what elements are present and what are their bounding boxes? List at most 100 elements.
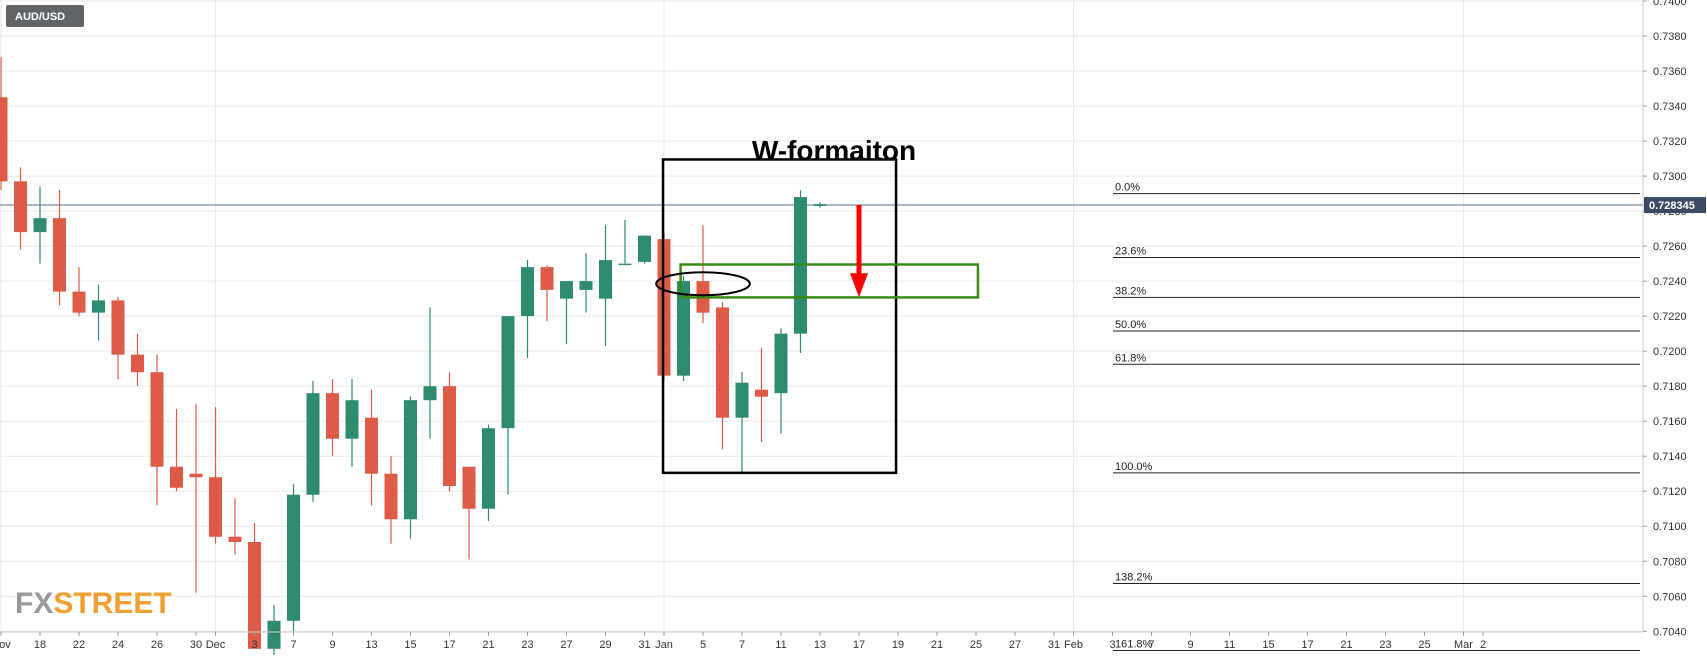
grid-lines: [0, 0, 1643, 632]
candle-body: [209, 477, 222, 537]
candle-body: [755, 389, 768, 397]
x-tick-label: 29: [599, 639, 611, 651]
time-axis[interactable]: Nov1822242630Dec3791315172123272931Jan57…: [0, 632, 1486, 651]
candle: [462, 466, 476, 560]
y-tick-label: 0.7380: [1653, 31, 1687, 43]
fib-level-label: 0.0%: [1115, 182, 1140, 194]
candle-body: [735, 382, 749, 418]
candle: [14, 167, 27, 250]
candle-body: [813, 204, 827, 206]
y-tick-label: 0.7360: [1653, 66, 1687, 78]
x-tick-label: 18: [34, 639, 46, 651]
candle: [560, 281, 573, 345]
candle-body: [462, 466, 476, 509]
candle-body: [501, 316, 515, 429]
x-tick-label: 27: [1009, 639, 1021, 651]
candle: [111, 296, 125, 380]
candle-body: [365, 417, 378, 474]
candle-body: [326, 393, 339, 439]
candle: [248, 522, 261, 649]
candle: [0, 57, 8, 191]
candle-body: [111, 300, 125, 355]
candle-body: [267, 620, 281, 649]
logo-part-street: STREET: [53, 587, 171, 620]
y-tick-label: 0.7260: [1653, 241, 1687, 253]
y-tick-label: 0.7040: [1653, 626, 1687, 638]
candle-body: [404, 400, 417, 520]
candle-body: [423, 386, 437, 401]
candle-body: [14, 181, 27, 233]
fibonacci-levels: 0.0% 23.6% 38.2% 50.0% 61.8% 100.0% 138.2% 161.…: [1113, 182, 1640, 652]
y-tick-label: 0.7220: [1653, 311, 1687, 323]
candle-body: [0, 97, 8, 182]
x-tick-label: 13: [365, 639, 377, 651]
candle: [384, 456, 398, 544]
candle: [540, 265, 554, 322]
candle: [267, 605, 281, 656]
x-tick-label: 26: [151, 639, 163, 651]
candle: [209, 407, 222, 544]
candle-body: [384, 473, 398, 520]
candle: [599, 225, 612, 346]
candle-body: [72, 291, 86, 313]
candle-body: [150, 372, 164, 467]
y-tick-label: 0.7160: [1653, 416, 1687, 428]
x-tick-label: Feb: [1064, 639, 1083, 651]
candle: [735, 372, 749, 474]
x-tick-label: 17: [1301, 639, 1313, 651]
y-tick-label: 0.7300: [1653, 171, 1687, 183]
candle: [189, 403, 203, 593]
x-tick-label: 7: [290, 639, 296, 651]
fib-level-label: 50.0%: [1115, 319, 1146, 331]
x-tick-label: 17: [443, 639, 455, 651]
x-tick-label: 9: [1187, 639, 1193, 651]
x-tick-label: 21: [482, 639, 494, 651]
y-tick-label: 0.7060: [1653, 591, 1687, 603]
candle: [774, 328, 788, 434]
candle-body: [716, 307, 729, 418]
x-tick-label: 23: [1379, 639, 1391, 651]
candle: [638, 235, 651, 264]
candle-body: [306, 393, 320, 495]
candle: [794, 190, 807, 353]
x-tick-label: 11: [775, 639, 786, 651]
candle-body: [618, 263, 632, 266]
candle-body: [521, 267, 534, 317]
x-tick-label: 5: [700, 639, 706, 651]
candle: [755, 347, 768, 443]
candle-body: [131, 354, 144, 373]
y-tick-label: 0.7400: [1653, 0, 1687, 8]
candle: [306, 380, 320, 502]
candle-body: [579, 281, 593, 290]
y-tick-label: 0.7240: [1653, 276, 1687, 288]
candle: [618, 219, 632, 266]
x-tick-label: 21: [931, 639, 943, 651]
x-tick-label: 7: [1148, 639, 1154, 651]
symbol-label: AUD/USD: [15, 11, 65, 23]
x-tick-label: 7: [739, 639, 745, 651]
candle: [677, 275, 690, 381]
x-tick-label: 31: [638, 639, 650, 651]
candle-body: [170, 466, 183, 488]
candle-body: [189, 473, 203, 478]
y-tick-label: 0.7320: [1653, 136, 1687, 148]
fib-level-label: 138.2%: [1115, 571, 1153, 583]
candle: [443, 372, 456, 492]
candle: [579, 253, 593, 313]
candle: [131, 333, 144, 387]
current-price-badge-bg: [1644, 197, 1706, 214]
candle-body: [92, 300, 105, 313]
y-tick-label: 0.7100: [1653, 521, 1687, 533]
x-tick-label: 30: [190, 639, 202, 651]
x-tick-label: 31: [1048, 639, 1060, 651]
y-tick-label: 0.7140: [1653, 451, 1687, 463]
candle: [72, 267, 86, 317]
x-tick-label: 17: [853, 639, 865, 651]
price-axis[interactable]: 0.7040 0.7060 0.7080 0.7100 0.7120 0.7140 0.71…: [1643, 0, 1706, 638]
candle-body: [345, 400, 359, 439]
fib-level-label: 61.8%: [1115, 352, 1146, 364]
candle: [287, 484, 300, 632]
down-arrow-head: [850, 273, 868, 298]
